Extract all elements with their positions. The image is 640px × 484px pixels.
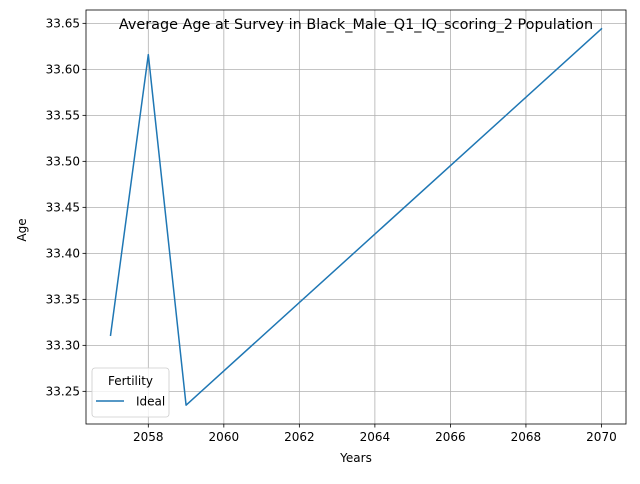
- y-tick-label: 33.30: [46, 339, 80, 353]
- series-line-ideal: [109, 27, 603, 406]
- grid-lines: [86, 10, 626, 424]
- x-tick-label: 2058: [133, 430, 164, 444]
- y-axis-label: Age: [15, 218, 29, 241]
- legend: Fertility Ideal: [91, 367, 170, 418]
- y-tick-label: 33.25: [46, 385, 80, 399]
- y-tick-label: 33.60: [46, 63, 80, 77]
- x-tick-label: 2062: [284, 430, 315, 444]
- plot-area-frame: [85, 9, 627, 425]
- x-tick-label: 2070: [586, 430, 617, 444]
- y-tick-label: 33.50: [46, 155, 80, 169]
- y-tick-label: 33.55: [46, 109, 80, 123]
- x-axis: 2058 2060 2062 2064 2066 2068 2070: [133, 424, 617, 444]
- legend-title: Fertility: [108, 374, 153, 388]
- x-axis-label: Years: [339, 451, 372, 465]
- y-tick-label: 33.35: [46, 293, 80, 307]
- chart-title: Average Age at Survey in Black_Male_Q1_I…: [119, 17, 593, 33]
- legend-box: [91, 367, 170, 418]
- series-layer: [109, 27, 603, 406]
- y-tick-label: 33.45: [46, 201, 80, 215]
- y-tick-label: 33.65: [46, 17, 80, 31]
- y-axis: 33.25 33.30 33.35 33.40 33.45 33.50 33.55 33.60…: [46, 17, 86, 399]
- x-tick-label: 2068: [511, 430, 542, 444]
- x-tick-label: 2066: [435, 430, 466, 444]
- legend-label-ideal: Ideal: [136, 395, 165, 409]
- x-tick-label: 2064: [360, 430, 391, 444]
- x-tick-label: 2060: [209, 430, 240, 444]
- y-tick-label: 33.40: [46, 247, 80, 261]
